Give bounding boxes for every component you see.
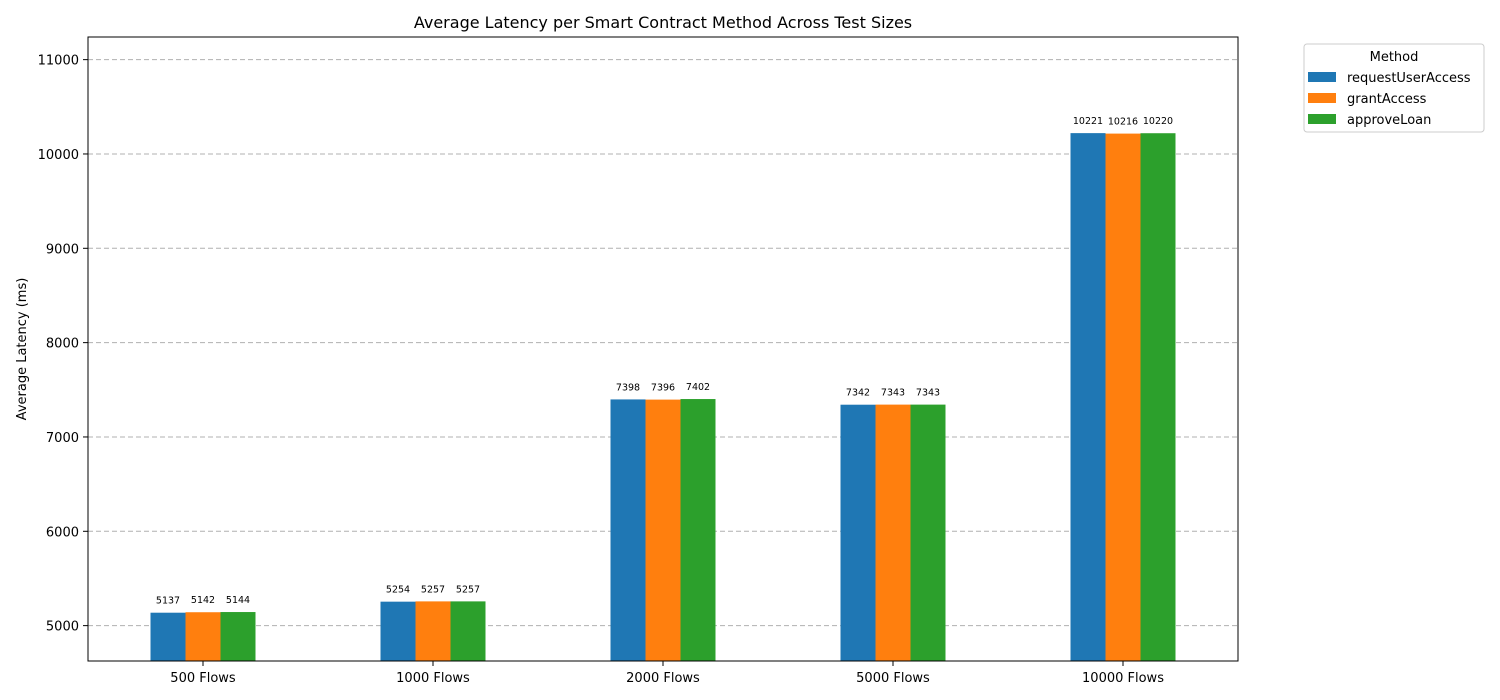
legend-label: grantAccess [1347,92,1427,107]
bar-value-labels: 5137 5142 5144 5254 5257 5257 7398 7396 7402 7342… [156,116,1173,607]
bar [380,601,416,661]
x-tick-label: 500 Flows [170,671,236,686]
bar [185,612,221,661]
y-axis-title: Average Latency (ms) [15,278,30,421]
bar-value-label: 7398 [616,382,640,393]
bar [1105,133,1141,661]
bar-value-label: 7342 [846,388,870,399]
y-tick-label: 5000 [46,620,79,635]
bar [150,612,186,661]
bar-value-label: 5142 [191,595,215,606]
legend: Method requestUserAccess grantAccess appro… [1303,43,1485,133]
legend-swatch [1308,72,1336,82]
legend-swatch [1308,93,1336,103]
bar [1070,133,1106,661]
bar-value-label: 5257 [421,584,445,595]
chart-title: Average Latency per Smart Contract Metho… [414,13,912,32]
bars [150,133,1176,662]
bar [875,404,911,661]
bar [415,601,451,661]
bar-value-label: 7343 [916,388,940,399]
bar-value-label: 5137 [156,596,180,607]
x-tick-label: 5000 Flows [856,671,930,686]
legend-swatch [1308,114,1336,124]
x-tick-label: 1000 Flows [396,671,470,686]
bar [610,399,646,661]
bar [910,404,946,661]
bar-value-label: 10216 [1108,117,1138,128]
bar-value-label: 7343 [881,388,905,399]
bar [450,601,486,661]
bar-value-label: 5144 [226,595,250,606]
bar-value-label: 5254 [386,585,410,596]
y-tick-label: 8000 [46,337,79,352]
bar-value-label: 10221 [1073,116,1103,127]
x-axis-ticks: 500 Flows 1000 Flows 2000 Flows 5000 Flows 1… [170,661,1164,686]
y-tick-label: 6000 [46,525,79,540]
x-tick-label: 2000 Flows [626,671,700,686]
y-axis-ticks: 5000 6000 7000 8000 9000 10000 11000 [38,54,88,635]
bar [645,399,681,661]
bar [1140,133,1176,662]
y-tick-label: 7000 [46,431,79,446]
bar-value-label: 10220 [1143,116,1173,127]
bar-value-label: 5257 [456,584,480,595]
legend-title: Method [1370,50,1419,65]
legend-label: approveLoan [1347,113,1431,128]
bar [220,612,256,661]
y-tick-label: 9000 [46,242,79,257]
legend-items: requestUserAccess grantAccess approveLoan [1308,71,1471,128]
x-tick-label: 10000 Flows [1082,671,1164,686]
legend-label: requestUserAccess [1347,71,1471,86]
y-tick-label: 11000 [38,54,79,69]
bar [840,404,876,661]
bar [680,399,716,661]
legend-frame [1303,43,1485,133]
y-tick-label: 10000 [38,148,79,163]
bar-value-label: 7402 [686,382,710,393]
bar-value-label: 7396 [651,383,675,394]
